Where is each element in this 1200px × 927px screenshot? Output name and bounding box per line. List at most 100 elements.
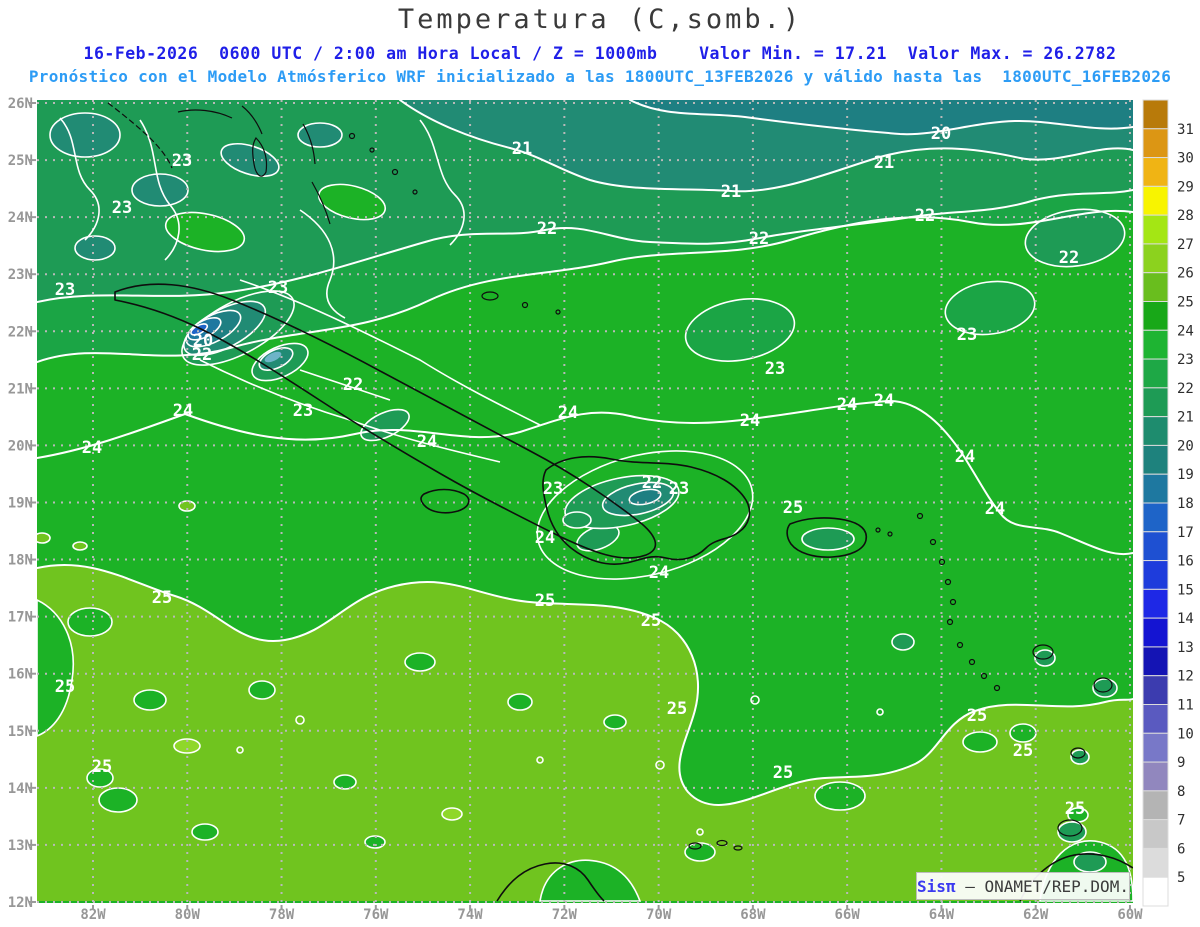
contour-label: 25: [641, 611, 661, 631]
south-america-coastline: [496, 862, 605, 902]
contour-label: 22: [915, 206, 935, 226]
lon-label: 74W: [457, 907, 483, 923]
axis-tick-labels: 26N 25N 24N 23N 22N 21N 20N 19N 18N 17N 16N 15N 14N 1…: [8, 96, 1143, 923]
lon-label: 62W: [1023, 907, 1049, 923]
colorbar-cell: [1142, 272, 1169, 303]
contour-label: 20: [931, 124, 951, 144]
band-19-20: [630, 100, 1133, 135]
valid-time-line: 16-Feb-2026 0600 UTC / 2:00 am Hora Loca…: [83, 44, 1117, 63]
contour-label: 23: [293, 401, 313, 421]
contour-label: 24: [558, 403, 578, 423]
colorbar-label: 8: [1177, 784, 1185, 800]
colorbar-cell: [1142, 358, 1169, 389]
colorbar-label: 7: [1177, 813, 1185, 829]
contour-label: 25: [1065, 799, 1085, 819]
colorbar-label: 20: [1177, 438, 1194, 454]
colorbar-cell: [1142, 99, 1169, 130]
colorbar-label: 23: [1177, 352, 1194, 368]
contour-label: 25: [1013, 741, 1033, 761]
colorbar-cell: [1142, 416, 1169, 446]
colorbar-label: 27: [1177, 237, 1194, 253]
lat-label: 22N: [8, 324, 33, 340]
contour-label: 21: [721, 182, 741, 202]
lon-label: 82W: [80, 907, 106, 923]
contour-label: 24: [874, 391, 894, 411]
colorbar-cell: [1142, 473, 1169, 504]
lat-label: 18N: [8, 553, 33, 569]
contour-label: 22: [642, 473, 662, 493]
contour-label: 25: [152, 588, 172, 608]
contour-label: 25: [967, 706, 987, 726]
colorbar-cell: [1142, 301, 1169, 331]
lon-label: 66W: [835, 907, 861, 923]
colorbar-label: 30: [1177, 151, 1194, 167]
colorbar-cell: [1142, 819, 1169, 849]
contour-label: 23: [669, 479, 689, 499]
colorbar-label: 11: [1177, 698, 1194, 714]
band-25-26: [37, 564, 1133, 901]
colorbar-label: 17: [1177, 525, 1194, 541]
colorbar-label: 25: [1177, 295, 1194, 311]
contour-label: 25: [667, 699, 687, 719]
colorbar-cell: [1142, 387, 1169, 418]
lat-label: 13N: [8, 838, 33, 854]
colorbar-cell: [1142, 214, 1169, 245]
contour-label: 25: [783, 498, 803, 518]
lon-label: 72W: [552, 907, 578, 923]
puerto-rico-coastline: [786, 517, 868, 558]
contour-label: 24: [985, 499, 1005, 519]
lat-label: 15N: [8, 724, 33, 740]
lat-label: 23N: [8, 267, 33, 283]
colorbar-cell: [1142, 444, 1169, 475]
contour-label: 21: [512, 139, 532, 159]
contour-label: 22: [749, 229, 769, 249]
colorbar-label: 22: [1177, 381, 1194, 397]
colorbar-cell: [1142, 531, 1169, 562]
colorbar-label: 12: [1177, 669, 1194, 685]
lat-label: 12N: [8, 895, 33, 911]
colorbar-cell: [1142, 790, 1169, 821]
sispi-logo: Sisπ: [917, 876, 956, 896]
colorbar-label: 28: [1177, 208, 1194, 224]
contour-label: 23: [543, 479, 563, 499]
contour-label: 24: [955, 447, 975, 467]
contour-label: 24: [173, 401, 193, 421]
lat-label: 24N: [8, 210, 33, 226]
colorbar-cell: [1142, 675, 1169, 706]
contour-label: 22: [343, 375, 363, 395]
contour-label: 25: [92, 757, 112, 777]
colorbar-label: 5: [1177, 870, 1185, 886]
contour-label: 25: [535, 591, 555, 611]
temperature-colorbar: 31 30 29 28 27 26 25 24 23 22 21 20 19 18 17 16 15 14 13 12…: [1142, 99, 1194, 907]
colorbar-cell: [1142, 847, 1169, 878]
colorbar-label: 16: [1177, 554, 1194, 570]
colorbar-label: 24: [1177, 323, 1194, 339]
colorbar-cell: [1142, 761, 1169, 792]
contour-label: 25: [55, 677, 75, 697]
contour-label: 22: [192, 345, 212, 365]
colorbar-cell: [1142, 128, 1169, 159]
credit-stamp: Sisπ — ONAMET/REP.DOM.: [916, 872, 1130, 900]
colorbar-cell: [1142, 646, 1169, 677]
colorbar-cell: [1142, 876, 1169, 907]
contour-label: 23: [268, 278, 288, 298]
lat-label: 17N: [8, 610, 33, 626]
coastlines: [107, 102, 1133, 902]
colorbar-label: 9: [1177, 755, 1185, 771]
colorbar-cell: [1142, 185, 1169, 216]
lon-label: 76W: [363, 907, 389, 923]
page-title: Temperatura (C,somb.): [397, 4, 803, 35]
colorbar-label: 18: [1177, 496, 1194, 512]
contour-label: 24: [535, 528, 555, 548]
contour-label: 22: [1059, 248, 1079, 268]
lat-label: 20N: [8, 438, 33, 454]
lon-label: 68W: [740, 907, 766, 923]
white-contour-lines: [37, 100, 1133, 836]
contour-label: 24: [740, 411, 760, 431]
colorbar-label: 6: [1177, 841, 1185, 857]
cuba-coastline: [114, 283, 657, 559]
colorbar-label: 31: [1177, 122, 1194, 138]
lat-label: 14N: [8, 781, 33, 797]
colorbar-cell: [1142, 560, 1169, 590]
